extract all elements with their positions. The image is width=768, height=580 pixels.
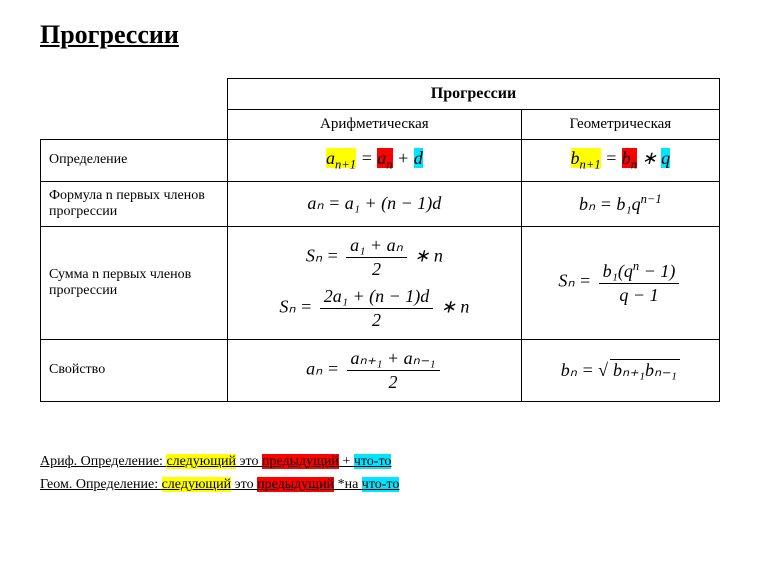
nth-arith: aₙ = a₁ + (n − 1)d (228, 181, 522, 226)
sum-geom: Sₙ = b₁(qn − 1)q − 1 (521, 226, 719, 339)
row-label-sum: Сумма n первых членов прогрессии (41, 226, 228, 339)
nth-geom: bₙ = b₁qn−1 (521, 181, 719, 226)
sum-arith: Sₙ = a₁ + aₙ2 ∗ n Sₙ = 2a₁ + (n − 1)d2 ∗… (228, 226, 522, 339)
def-arith-line: Ариф. Определение: следующий это предыду… (40, 450, 728, 474)
empty-corner-2 (41, 110, 228, 140)
empty-corner (41, 79, 228, 110)
table-row: Сумма n первых членов прогрессии Sₙ = a₁… (41, 226, 720, 339)
row-label-nth: Формула n первых членов прогрессии (41, 181, 228, 226)
prop-geom: bₙ = √bₙ₊₁bₙ₋₁ (521, 339, 719, 401)
def-geom-line: Геом. Определение: следующий это предыду… (40, 473, 728, 497)
prop-arith: aₙ = aₙ₊₁ + aₙ₋₁2 (228, 339, 522, 401)
def-arith: an+1 = an + d (228, 140, 522, 182)
table-row: Свойство aₙ = aₙ₊₁ + aₙ₋₁2 bₙ = √bₙ₊₁bₙ₋… (41, 339, 720, 401)
definitions-block: Ариф. Определение: следующий это предыду… (40, 450, 728, 498)
progressions-table: Прогрессии Арифметическая Геометрическая… (40, 78, 720, 402)
header-main: Прогрессии (228, 79, 720, 110)
header-arith: Арифметическая (228, 110, 522, 140)
row-label-def: Определение (41, 140, 228, 182)
page-title: Прогрессии (40, 20, 728, 50)
row-label-prop: Свойство (41, 339, 228, 401)
header-geom: Геометрическая (521, 110, 719, 140)
table-row: Формула n первых членов прогрессии aₙ = … (41, 181, 720, 226)
table-row: Определение an+1 = an + d bn+1 = bn ∗ q (41, 140, 720, 182)
def-geom: bn+1 = bn ∗ q (521, 140, 719, 182)
